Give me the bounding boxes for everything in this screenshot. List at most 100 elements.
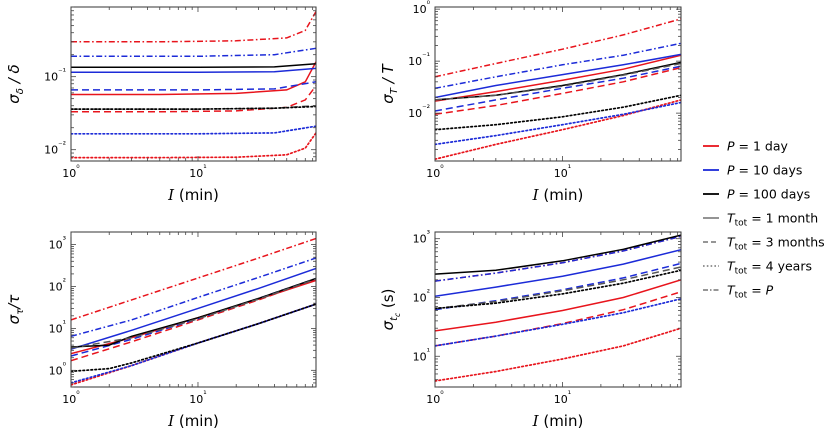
series-line-p1day-t1month bbox=[71, 61, 316, 96]
y-tick-label: 10³ bbox=[413, 230, 430, 246]
legend-entry-tP: Ttot = P bbox=[703, 283, 774, 301]
series-line-p1day-t1month bbox=[435, 54, 681, 102]
x-tick-label: 10⁰ bbox=[62, 164, 80, 180]
series-line-p10days-t1month bbox=[71, 267, 316, 350]
legend: P = 1 day P = 10 days P = 100 days Ttot = 1… bbox=[703, 139, 825, 301]
legend-label: P = 100 days bbox=[727, 187, 810, 202]
series-line-p10days-t4years bbox=[71, 125, 316, 135]
y-tick-label: 10³ bbox=[49, 236, 66, 252]
series-line-p1day-t4years bbox=[71, 132, 316, 159]
x-tick-label: 10⁰ bbox=[62, 390, 80, 406]
series-line-p1day-t3months bbox=[435, 66, 681, 116]
series-line-p10days-t3months bbox=[435, 65, 681, 112]
x-axis-label: I (min) bbox=[532, 412, 584, 430]
legend-entry-t1m: Ttot = 1 month bbox=[703, 211, 818, 229]
svg-text:στ/τ: στ/τ bbox=[5, 294, 26, 325]
plot-frame bbox=[70, 231, 317, 388]
tick-marks bbox=[70, 6, 316, 162]
chart-panel-top-right: 10⁰ 10¹ 10⁻² 10⁻¹ 10⁰ I (min) σT / T bbox=[379, 0, 682, 204]
series-line-p10days-t4years bbox=[435, 297, 681, 347]
y-tick-label: 10⁰ bbox=[49, 361, 67, 377]
svg-text:σδ / δ: σδ / δ bbox=[5, 64, 26, 103]
series-line-p10days-t3months bbox=[435, 262, 681, 311]
series-line-p100days-t3months bbox=[435, 62, 681, 101]
x-tick-label: 10⁰ bbox=[426, 164, 444, 180]
series-line-p1day-t1month bbox=[435, 279, 681, 332]
series-line-p10days-t4years bbox=[435, 101, 681, 146]
y-tick-label: 10⁻² bbox=[408, 104, 430, 120]
series-line-p10days-tP bbox=[71, 257, 316, 338]
series-group bbox=[71, 237, 316, 386]
legend-label: P = 10 days bbox=[727, 163, 802, 178]
y-tick-label: 10⁰ bbox=[413, 0, 431, 16]
legend-label: P = 1 day bbox=[727, 139, 788, 154]
x-axis-label: I (min) bbox=[167, 186, 219, 204]
series-line-p10days-tP bbox=[71, 47, 316, 58]
y-tick-label: 10⁻² bbox=[44, 141, 66, 157]
series-line-p100days-t4years bbox=[435, 94, 681, 131]
series-line-p10days-t3months bbox=[71, 277, 316, 357]
y-tick-label: 10¹ bbox=[413, 347, 430, 363]
series-line-p100days-t3months bbox=[71, 278, 316, 349]
plot-frame bbox=[70, 6, 317, 162]
series-group bbox=[435, 18, 681, 161]
series-line-p1day-tP bbox=[71, 237, 316, 321]
legend-label: Ttot = 4 years bbox=[727, 259, 812, 277]
legend-label: Ttot = 1 month bbox=[727, 211, 818, 229]
y-axis-label: σT / T bbox=[379, 62, 400, 103]
chart-panel-top-left: 10⁰ 10¹ 10⁻² 10⁻¹ I (min) σδ / δ bbox=[5, 6, 317, 204]
x-axis-label: I (min) bbox=[167, 412, 219, 430]
plot-frame bbox=[434, 6, 682, 162]
x-axis-label: I (min) bbox=[532, 186, 584, 204]
x-tick-label: 10¹ bbox=[554, 164, 571, 180]
series-line-p100days-t3months bbox=[435, 266, 681, 310]
series-line-p1day-t3months bbox=[71, 278, 316, 362]
series-group bbox=[435, 234, 681, 382]
y-axis-label: σtc (s) bbox=[379, 289, 402, 331]
svg-text:σtc (s): σtc (s) bbox=[379, 289, 402, 331]
series-group bbox=[71, 11, 316, 159]
x-tick-label: 10¹ bbox=[189, 164, 206, 180]
y-tick-label: 10¹ bbox=[49, 319, 66, 335]
series-line-p1day-t3months bbox=[435, 291, 681, 347]
y-tick-label: 10² bbox=[413, 288, 430, 304]
series-line-p10days-t3months bbox=[71, 81, 316, 91]
tick-marks bbox=[70, 231, 316, 388]
svg-text:σT / T: σT / T bbox=[379, 62, 400, 103]
legend-entry-p10: P = 10 days bbox=[703, 163, 802, 178]
series-line-p100days-t1month bbox=[71, 277, 316, 348]
series-line-p100days-t4years bbox=[71, 105, 316, 110]
legend-entry-p100: P = 100 days bbox=[703, 187, 810, 202]
series-line-p1day-tP bbox=[435, 18, 681, 78]
series-line-p100days-t1month bbox=[435, 234, 681, 275]
tick-marks bbox=[434, 7, 681, 161]
y-axis-label: στ/τ bbox=[5, 294, 26, 325]
legend-entry-t3m: Ttot = 3 months bbox=[703, 235, 825, 253]
series-line-p10days-tP bbox=[435, 235, 681, 282]
tick-marks bbox=[434, 232, 681, 388]
series-line-p10days-t1month bbox=[71, 67, 316, 73]
series-line-p1day-tP bbox=[71, 11, 316, 43]
legend-label: Ttot = P bbox=[727, 283, 774, 301]
y-tick-label: 10² bbox=[49, 278, 66, 294]
chart-panel-bottom-right: 10⁰ 10¹ 10¹ 10² 10³ I (min) σtc (s) bbox=[379, 230, 682, 430]
y-tick-label: 10⁻¹ bbox=[408, 52, 430, 68]
chart-panel-bottom-left: 10⁰ 10¹ 10⁰ 10¹ 10² 10³ I (min) στ/τ bbox=[5, 231, 317, 430]
series-line-p1day-t4years bbox=[435, 327, 681, 382]
legend-entry-t4y: Ttot = 4 years bbox=[703, 259, 812, 277]
y-tick-label: 10⁻¹ bbox=[44, 68, 66, 84]
series-line-p1day-t3months bbox=[71, 85, 316, 113]
x-tick-label: 10¹ bbox=[189, 390, 206, 406]
series-line-p100days-t4years bbox=[71, 303, 316, 373]
series-line-p10days-t1month bbox=[435, 248, 681, 297]
series-line-p10days-t1month bbox=[435, 53, 681, 99]
x-tick-label: 10¹ bbox=[554, 390, 571, 406]
series-line-p100days-t1month bbox=[71, 63, 316, 68]
plot-frame bbox=[434, 231, 682, 388]
x-tick-label: 10⁰ bbox=[426, 390, 444, 406]
series-line-p10days-t4years bbox=[71, 303, 316, 384]
legend-entry-p1: P = 1 day bbox=[703, 139, 788, 154]
series-line-p100days-t4years bbox=[435, 269, 681, 310]
legend-label: Ttot = 3 months bbox=[727, 235, 825, 253]
